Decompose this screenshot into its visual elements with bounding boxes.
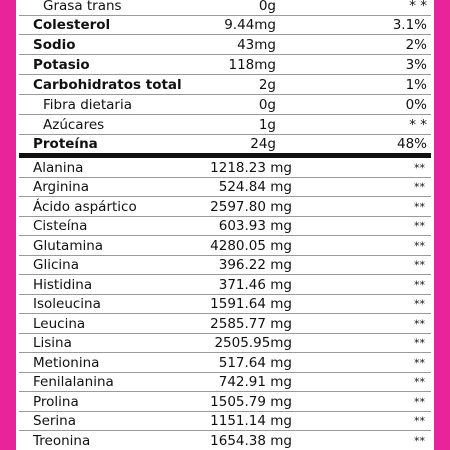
nutrient-amount: 1g [258, 116, 276, 133]
nutrient-amount: 2g [258, 76, 276, 93]
amino-acid-name: Ácido aspártico [33, 198, 137, 215]
amino-acid-row: Alanina 1218.23 mg ** [19, 158, 431, 178]
amino-acid-daily-value: ** [414, 278, 425, 291]
amino-acid-name: Isoleucina [33, 296, 101, 312]
amino-acid-row: Glicina 396.22 mg ** [19, 256, 431, 275]
amino-acid-row: Metionina 517.64 mg ** [19, 353, 431, 373]
nutrient-name: Carbohidratos total [33, 76, 182, 93]
nutrient-daily-value: 0% [405, 96, 427, 113]
nutrient-name: Potasio [33, 56, 90, 73]
nutrient-daily-value: 3% [405, 56, 427, 73]
amino-acid-name: Serina [33, 413, 77, 429]
amino-acid-name: Metionina [33, 354, 100, 371]
amino-acid-amount: 371.46 mg [218, 276, 292, 293]
amino-acid-daily-value: ** [414, 297, 425, 311]
amino-acid-row: Glutamina 4280.05 mg ** [19, 236, 431, 256]
nutrient-name: Colesterol [33, 16, 111, 33]
nutrient-row: Colesterol 9.44mg 3.1% [19, 15, 431, 35]
nutrient-daily-value: * * [409, 0, 427, 14]
amino-acid-amount: 742.91 mg [218, 374, 292, 390]
amino-acid-amount: 524.84 mg [218, 179, 292, 195]
amino-acid-name: Fenilalanina [33, 374, 114, 390]
amino-acid-amount: 1591.64 mg [210, 296, 292, 312]
section-divider [19, 153, 431, 158]
nutrient-name: Grasa trans [43, 0, 122, 14]
amino-acid-row: Ácido aspártico 2597.80 mg ** [19, 197, 431, 217]
amino-acid-amount: 396.22 mg [218, 257, 292, 273]
amino-acid-name: Leucina [33, 315, 86, 332]
amino-acid-daily-value: ** [414, 375, 425, 389]
amino-acid-amount: 2585.77 mg [210, 315, 292, 332]
amino-acid-row: Leucina 2585.77 mg ** [19, 314, 431, 334]
amino-acid-daily-value: ** [414, 395, 425, 408]
amino-acid-name: Histidina [33, 276, 93, 293]
amino-acid-amount: 1505.79 mg [210, 393, 292, 410]
amino-acid-row: Isoleucina 1591.64 mg ** [19, 295, 431, 314]
nutrient-row: Grasa trans 0g * * [19, 0, 431, 16]
nutrient-name: Sodio [33, 36, 76, 53]
amino-acid-row: Cisteína 603.93 mg ** [19, 217, 431, 236]
nutrition-facts-panel: Grasa trans 0g * * Colesterol 9.44mg 3.1… [19, 0, 431, 450]
amino-acid-amount: 517.64 mg [218, 354, 292, 371]
nutrient-row: Carbohidratos total 2g 1% [19, 75, 431, 95]
amino-acid-amount: 1151.14 mg [210, 413, 292, 429]
nutrient-amount: 9.44mg [224, 16, 276, 33]
amino-acid-daily-value: ** [414, 317, 425, 330]
nutrient-daily-value: * * [409, 116, 427, 133]
amino-acid-daily-value: ** [414, 356, 425, 369]
amino-acid-row: Lisina 2505.95mg ** [19, 334, 431, 353]
amino-acid-daily-value: ** [414, 336, 425, 350]
amino-acid-name: Alanina [33, 159, 84, 176]
amino-acid-name: Lisina [33, 335, 72, 351]
nutrient-daily-value: 48% [396, 136, 427, 152]
nutrient-daily-value: 3.1% [392, 16, 427, 33]
pink-frame-right [434, 0, 450, 450]
amino-acid-row: Treonina 1654.38 mg ** [19, 431, 431, 450]
nutrient-row: Potasio 118mg 3% [19, 55, 431, 75]
amino-acid-amount: 603.93 mg [218, 218, 292, 234]
nutrient-daily-value: 1% [405, 76, 427, 93]
amino-acid-name: Arginina [33, 179, 90, 195]
amino-acid-row: Histidina 371.46 mg ** [19, 275, 431, 295]
nutrient-name: Azúcares [43, 116, 105, 133]
amino-acid-name: Prolina [33, 393, 79, 410]
nutrient-row: Proteína 24g 48% [19, 135, 431, 153]
nutrient-name: Fibra dietaria [43, 96, 132, 113]
nutrient-amount: 0g [258, 0, 276, 14]
nutrient-amount: 0g [258, 96, 276, 113]
amino-acid-name: Glicina [33, 257, 79, 273]
amino-acid-daily-value: ** [414, 161, 425, 174]
amino-acid-daily-value: ** [414, 258, 425, 272]
amino-acid-amount: 1654.38 mg [210, 432, 292, 449]
amino-acid-row: Serina 1151.14 mg ** [19, 412, 431, 431]
nutrient-row: Sodio 43mg 2% [19, 35, 431, 55]
amino-acid-row: Arginina 524.84 mg ** [19, 178, 431, 197]
amino-acid-row: Prolina 1505.79 mg ** [19, 392, 431, 412]
amino-acid-name: Glutamina [33, 237, 104, 254]
amino-acid-amount: 2505.95mg [214, 335, 292, 351]
nutrient-amount: 24g [250, 136, 276, 152]
nutrient-row: Fibra dietaria 0g 0% [19, 95, 431, 115]
pink-frame-left [0, 0, 16, 450]
amino-acid-amount: 4280.05 mg [210, 237, 292, 254]
amino-acid-daily-value: ** [414, 200, 425, 213]
amino-acid-amount: 2597.80 mg [210, 198, 292, 215]
amino-acid-name: Cisteína [33, 218, 88, 234]
amino-acid-daily-value: ** [414, 219, 425, 233]
amino-acid-daily-value: ** [414, 239, 425, 252]
nutrient-amount: 118mg [228, 56, 277, 73]
amino-acid-name: Treonina [33, 432, 91, 449]
amino-acid-daily-value: ** [414, 180, 425, 194]
nutrient-name: Proteína [33, 136, 98, 152]
amino-acid-amount: 1218.23 mg [210, 159, 292, 176]
nutrient-amount: 43mg [237, 36, 276, 53]
amino-acid-daily-value: ** [414, 434, 425, 447]
amino-acid-daily-value: ** [414, 414, 425, 428]
amino-acid-row: Fenilalanina 742.91 mg ** [19, 373, 431, 392]
nutrient-daily-value: 2% [405, 36, 427, 53]
nutrient-row: Azúcares 1g * * [19, 115, 431, 135]
